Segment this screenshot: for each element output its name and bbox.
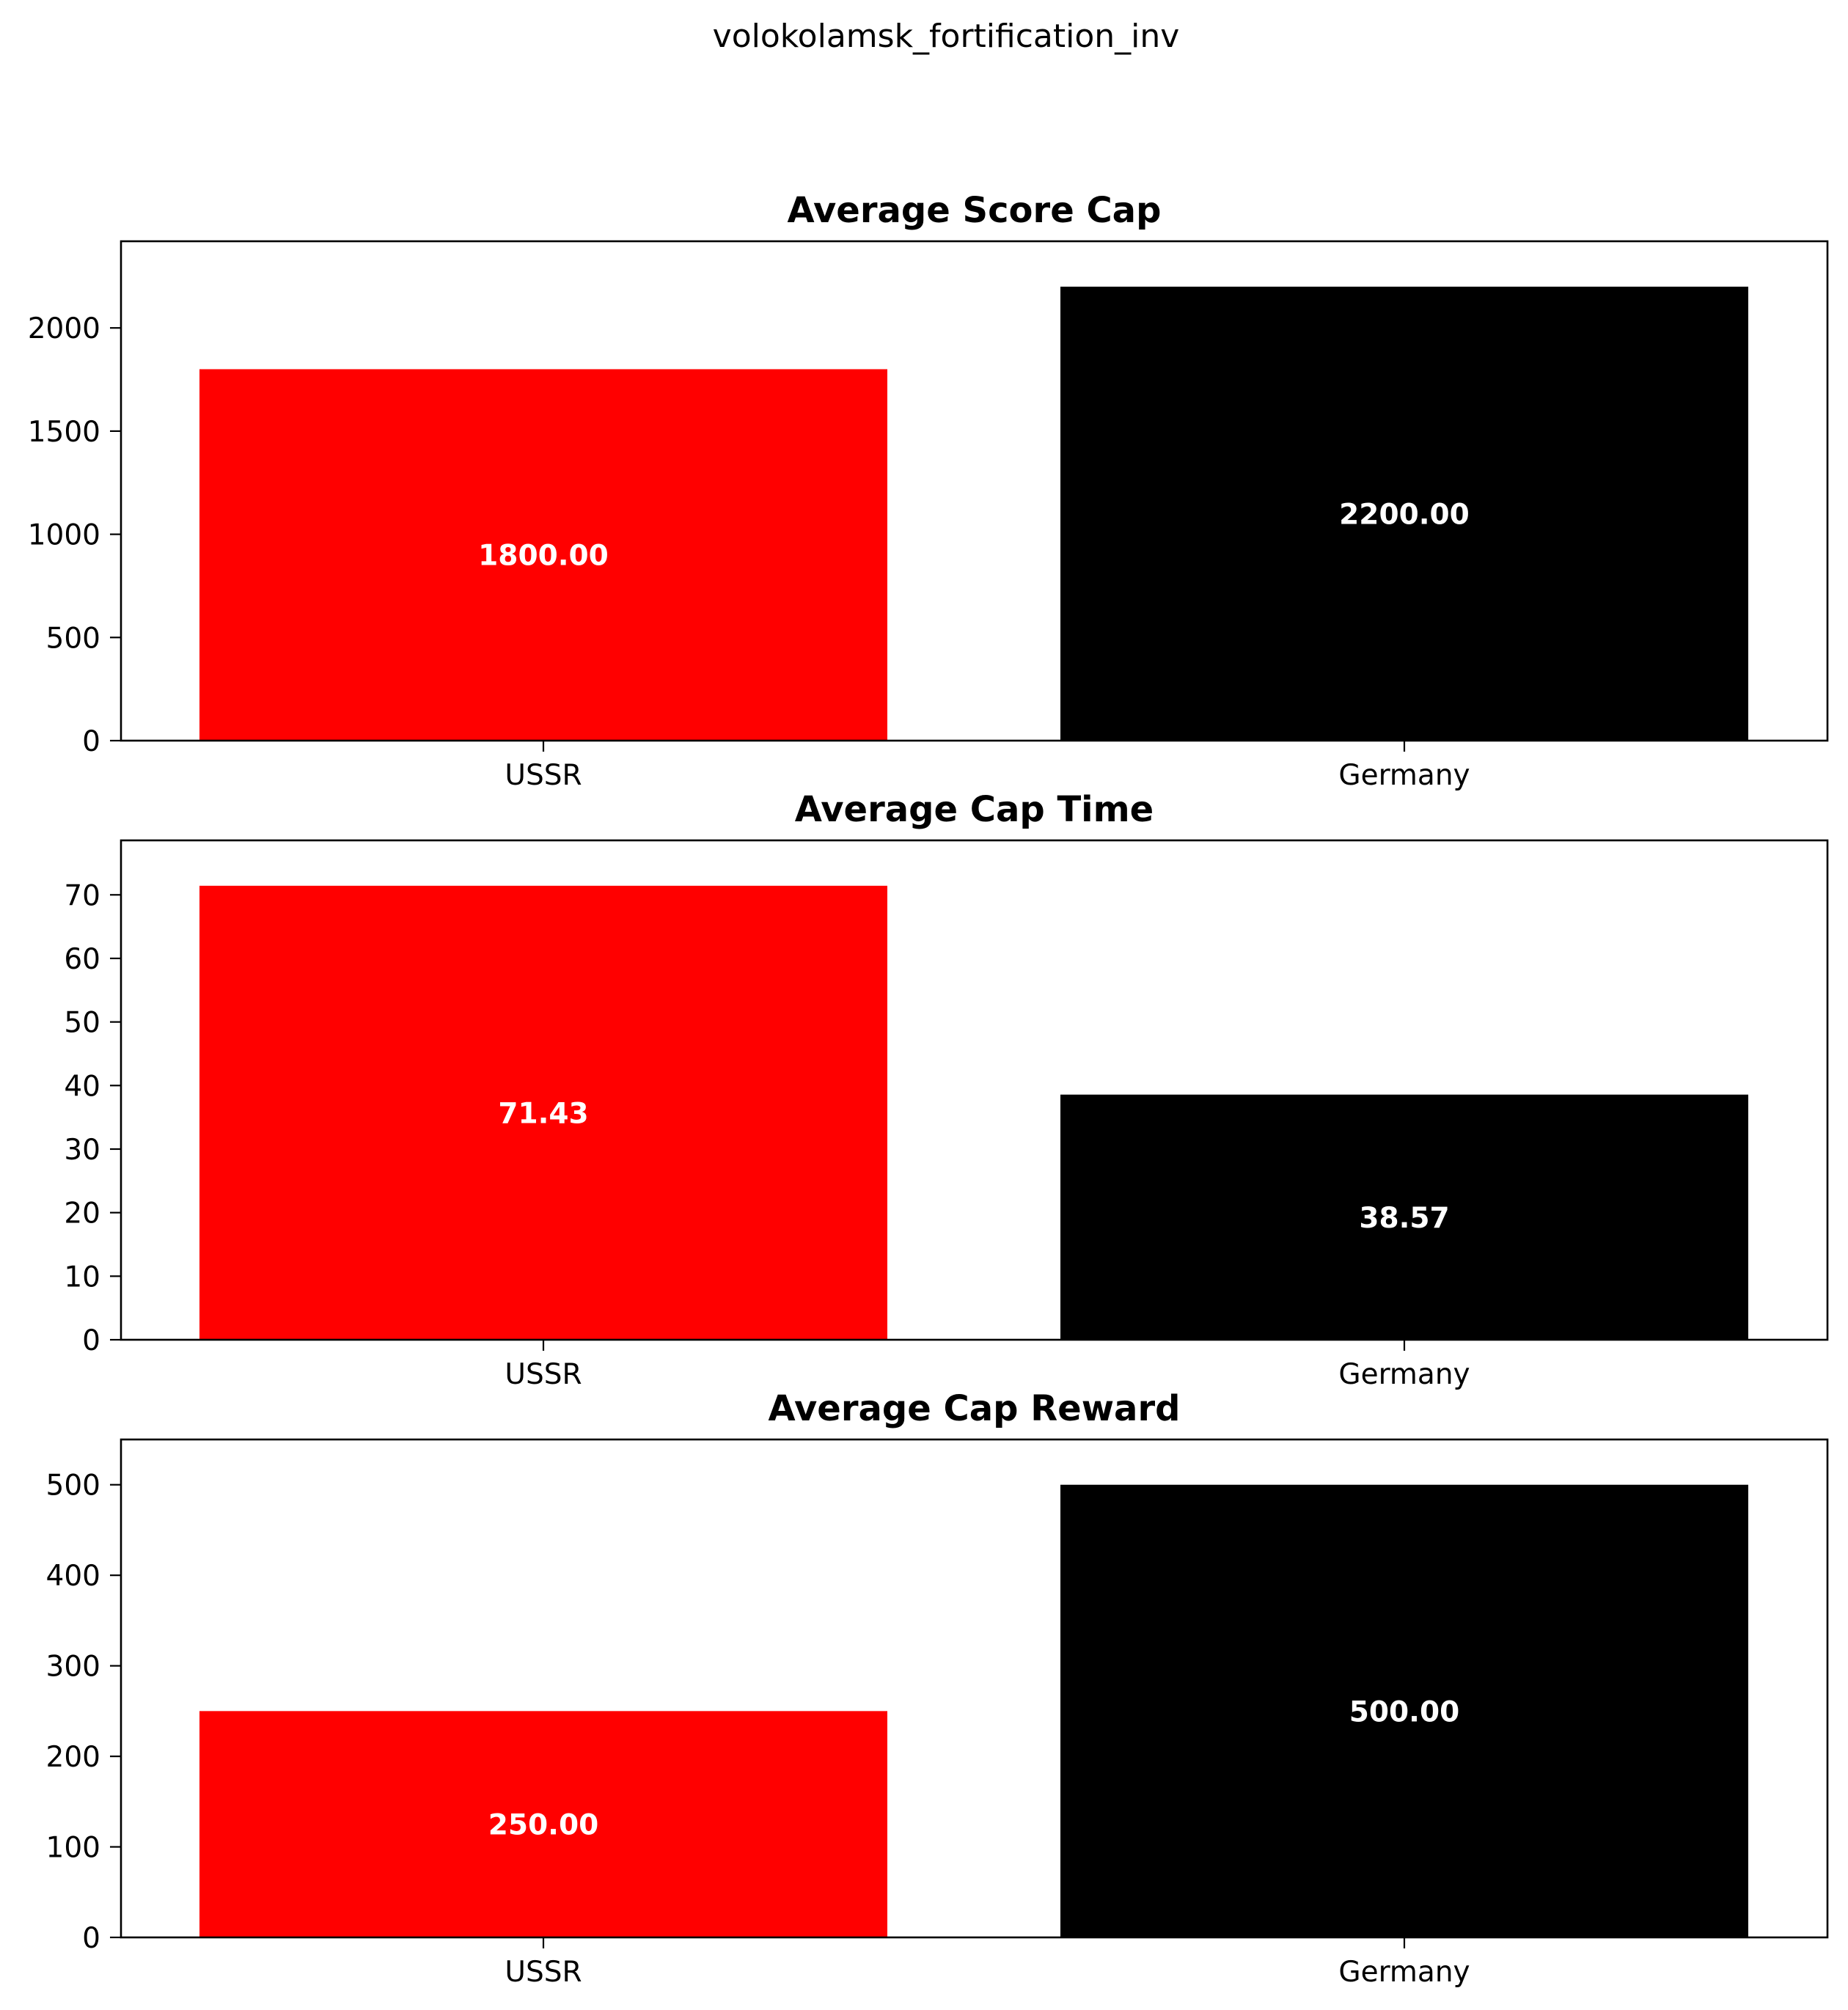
y-tick-label: 10 [64, 1261, 100, 1294]
y-tick-label: 50 [64, 1007, 100, 1040]
bar-germany [1060, 1484, 1748, 1937]
y-tick-label: 200 [46, 1741, 100, 1774]
y-tick-label: 0 [82, 725, 100, 758]
y-tick-label: 0 [82, 1922, 100, 1955]
subplot-3: Average Cap Reward 250.00 500.00 0 100 200 300… [46, 1388, 1829, 1989]
axes-frame [120, 839, 1829, 1341]
bar-germany [1060, 1094, 1748, 1340]
bar-value-label: 38.57 [1359, 1202, 1449, 1235]
axes-frame [120, 240, 1829, 742]
bar-germany [1060, 286, 1748, 741]
y-tick-label: 1500 [28, 416, 100, 449]
bar-value-label: 2200.00 [1339, 498, 1470, 531]
x-tick-label: Germany [1338, 1358, 1470, 1391]
x-tick-label: Germany [1338, 1956, 1470, 1989]
y-tick-label: 0 [82, 1324, 100, 1357]
subplots-container: Average Score Cap1800.002200.00050010001… [28, 190, 1829, 1989]
y-tick-label: 500 [46, 1470, 100, 1503]
x-tick-label: USSR [505, 759, 582, 792]
subplot-2: Average Cap Time 71.43 38.57 0 10 20 30 40 50 60 7… [64, 789, 1829, 1391]
y-tick-label: 1000 [28, 519, 100, 552]
y-tick-label: 30 [64, 1134, 100, 1167]
bar-value-label: 250.00 [488, 1809, 599, 1842]
bar-ussr [199, 369, 887, 741]
bar-ussr [199, 885, 887, 1340]
y-tick-label: 70 [64, 879, 100, 912]
bar-value-label: 71.43 [498, 1097, 588, 1130]
axes-frame [120, 1438, 1829, 1939]
x-tick-label: USSR [505, 1956, 582, 1989]
bar-value-label: 1800.00 [478, 540, 609, 573]
y-tick-label: 2000 [28, 312, 100, 345]
y-tick-label: 100 [46, 1832, 100, 1865]
x-tick-label: USSR [505, 1358, 582, 1391]
y-tick-label: 300 [46, 1651, 100, 1684]
subplot-1: Average Score Cap 1800.00 2200.00 0 500 1000 1… [28, 190, 1829, 792]
subplot-title: Average Cap Time [795, 789, 1154, 830]
figure-suptitle: volokolamsk_fortification_inv [713, 18, 1180, 55]
subplot-title: Average Score Cap [788, 190, 1162, 231]
y-tick-label: 40 [64, 1070, 100, 1103]
subplot-title: Average Cap Reward [769, 1388, 1181, 1429]
x-tick-label: Germany [1338, 759, 1470, 792]
y-tick-label: 400 [46, 1560, 100, 1593]
bar-ussr [199, 1711, 887, 1937]
y-tick-label: 500 [46, 622, 100, 655]
y-tick-label: 20 [64, 1197, 100, 1230]
bar-value-label: 500.00 [1349, 1695, 1460, 1728]
y-tick-label: 60 [64, 943, 100, 976]
